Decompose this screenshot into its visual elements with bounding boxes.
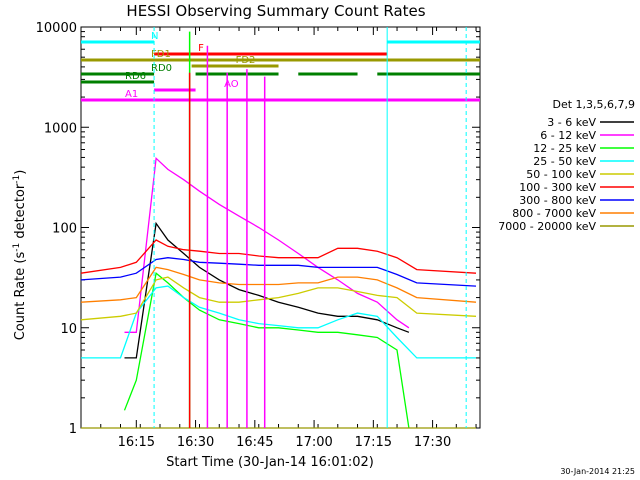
y-axis-label: Count Rate (s-1 detector-1)	[12, 170, 28, 341]
y-tick-label: 100	[52, 222, 77, 237]
y-tick-label: 10000	[36, 21, 77, 36]
flag-label-ao: AO	[224, 79, 239, 90]
flag-label-fd1: FD1	[151, 49, 171, 60]
legend-title: Det 1,3,5,6,7,9	[552, 98, 635, 111]
x-tick-label: 17:30	[414, 435, 451, 450]
flag-label-rd0: RD0	[151, 63, 172, 74]
y-tick-label: 1000	[44, 121, 77, 136]
x-tick-label: 16:45	[236, 435, 273, 450]
flag-label-n: N	[151, 31, 158, 42]
series-line	[124, 221, 410, 359]
legend-label: 6 - 12 keV	[540, 129, 596, 142]
y-tick-label: 10	[60, 322, 77, 337]
flag-label-f: F	[198, 43, 204, 54]
x-tick-label: 17:15	[355, 435, 392, 450]
legend-label: 25 - 50 keV	[533, 155, 596, 168]
legend-label: 800 - 7000 keV	[512, 207, 596, 220]
x-axis-label: Start Time (30-Jan-14 16:01:02)	[166, 455, 374, 470]
flag-label-rd6: RD6	[125, 71, 146, 82]
flag-label-fd2: FD2	[236, 55, 256, 66]
series-line	[80, 266, 477, 303]
legend-label: 50 - 100 keV	[526, 168, 596, 181]
series-line	[80, 257, 477, 287]
series-line	[80, 239, 477, 274]
x-tick-label: 16:15	[118, 435, 155, 450]
x-tick-label: 17:00	[295, 435, 332, 450]
legend-label: 300 - 800 keV	[519, 194, 596, 207]
legend-label: 7000 - 20000 keV	[498, 220, 596, 233]
x-tick-label: 16:30	[177, 435, 214, 450]
y-tick-label: 1	[69, 422, 77, 437]
legend-label: 100 - 300 keV	[519, 181, 596, 194]
series-line	[124, 156, 410, 333]
series-line	[123, 271, 410, 429]
series-line	[80, 276, 477, 321]
flag-label-a1: A1	[125, 89, 138, 100]
plot-area	[80, 26, 481, 429]
legend-label: 12 - 25 keV	[533, 142, 596, 155]
legend-label: 3 - 6 keV	[547, 116, 596, 129]
chart-title: HESSI Observing Summary Count Rates	[126, 2, 425, 20]
series-line	[81, 285, 476, 359]
timestamp: 30-Jan-2014 21:25	[560, 467, 635, 476]
